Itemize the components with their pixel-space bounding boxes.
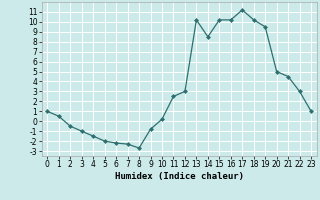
X-axis label: Humidex (Indice chaleur): Humidex (Indice chaleur) xyxy=(115,172,244,181)
